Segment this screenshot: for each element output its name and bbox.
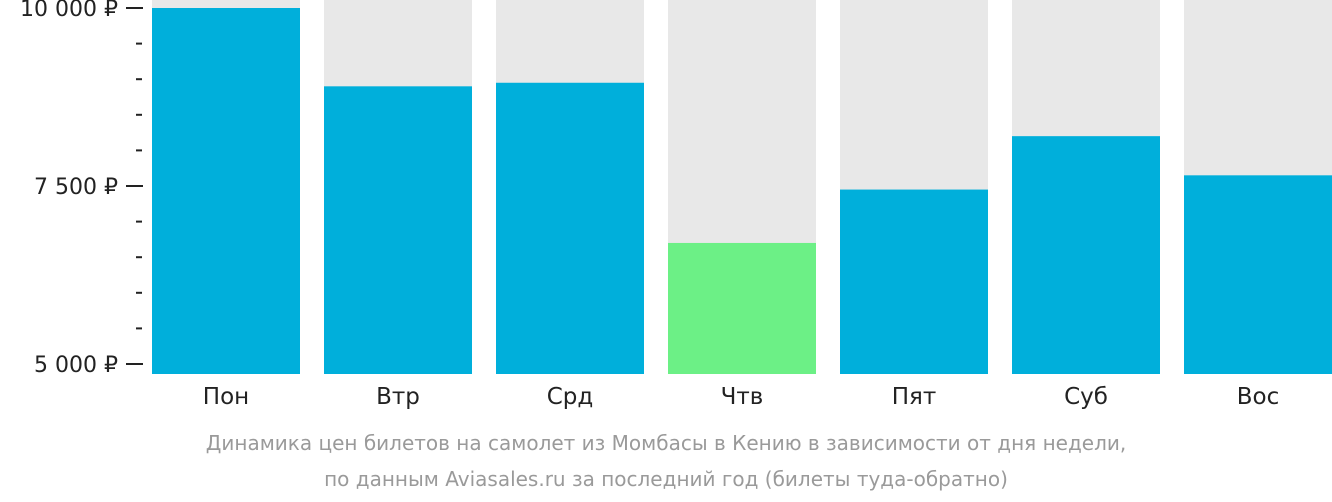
x-axis-category-label: Суб (1064, 384, 1108, 410)
bar (1184, 175, 1332, 374)
y-axis-minor-ticks (136, 42, 142, 330)
bar-chart-plot: 10 000 ₽ 7 500 ₽ 5 000 ₽ Пон Втр Срд Чтв Пят Суб… (20, 0, 1332, 410)
y-axis-tick-label: 5 000 ₽ (34, 353, 118, 378)
chart-caption-line-1: Динамика цен билетов на самолет из Момба… (205, 431, 1127, 455)
bar (668, 242, 816, 374)
bar (152, 8, 300, 374)
y-axis-tick-label: 10 000 ₽ (20, 0, 118, 22)
bar (324, 86, 472, 374)
bar (496, 82, 644, 374)
bar (1012, 136, 1160, 374)
x-axis-category-label: Срд (547, 384, 594, 410)
x-axis-category-label: Втр (376, 384, 420, 410)
y-axis-tick-label: 7 500 ₽ (34, 175, 118, 200)
x-axis-category-label: Пят (892, 384, 937, 410)
x-axis-category-label: Пон (203, 384, 249, 410)
x-axis-category-label: Вос (1237, 384, 1280, 410)
chart-caption-line-2: по данным Aviasales.ru за последний год … (324, 467, 1008, 491)
bar (840, 189, 988, 374)
x-axis-category-label: Чтв (721, 384, 764, 410)
